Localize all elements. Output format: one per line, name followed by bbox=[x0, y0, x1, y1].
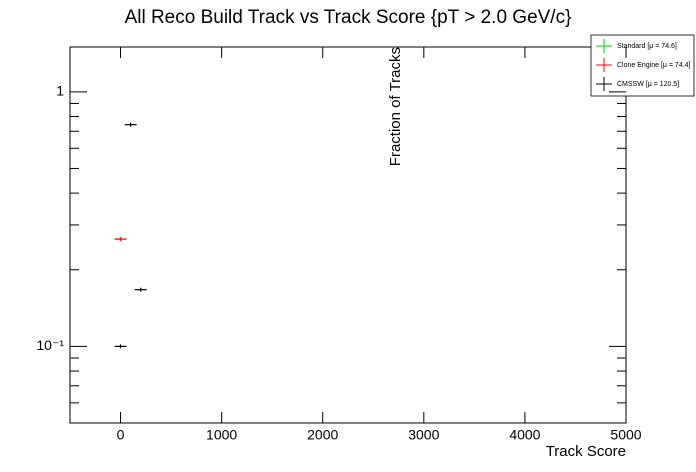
x-tick-label: 4000 bbox=[509, 427, 540, 443]
data-point bbox=[114, 237, 127, 242]
data-point bbox=[114, 344, 127, 349]
x-tick-label: 2000 bbox=[307, 427, 338, 443]
x-axis-label: Track Score bbox=[546, 443, 626, 460]
chart-title: All Reco Build Track vs Track Score {pT … bbox=[125, 7, 572, 28]
data-point bbox=[134, 287, 147, 292]
y-tick-label: 10⁻¹ bbox=[36, 337, 64, 353]
y-tick-label: 1 bbox=[56, 83, 64, 99]
x-tick-label: 1000 bbox=[206, 427, 237, 443]
y-axis-label: Fraction of Tracks bbox=[387, 47, 404, 166]
legend-label: CMSSW [μ = 120.5] bbox=[617, 81, 679, 88]
plot-frame bbox=[69, 46, 627, 424]
x-tick-label: 0 bbox=[117, 427, 125, 443]
legend-label: Standard [μ = 74.6] bbox=[617, 43, 677, 50]
data-point bbox=[124, 122, 137, 127]
x-tick-label: 5000 bbox=[610, 427, 641, 443]
legend-label: Clone Engine [μ = 74.4] bbox=[617, 62, 691, 69]
x-tick-label: 3000 bbox=[408, 427, 439, 443]
